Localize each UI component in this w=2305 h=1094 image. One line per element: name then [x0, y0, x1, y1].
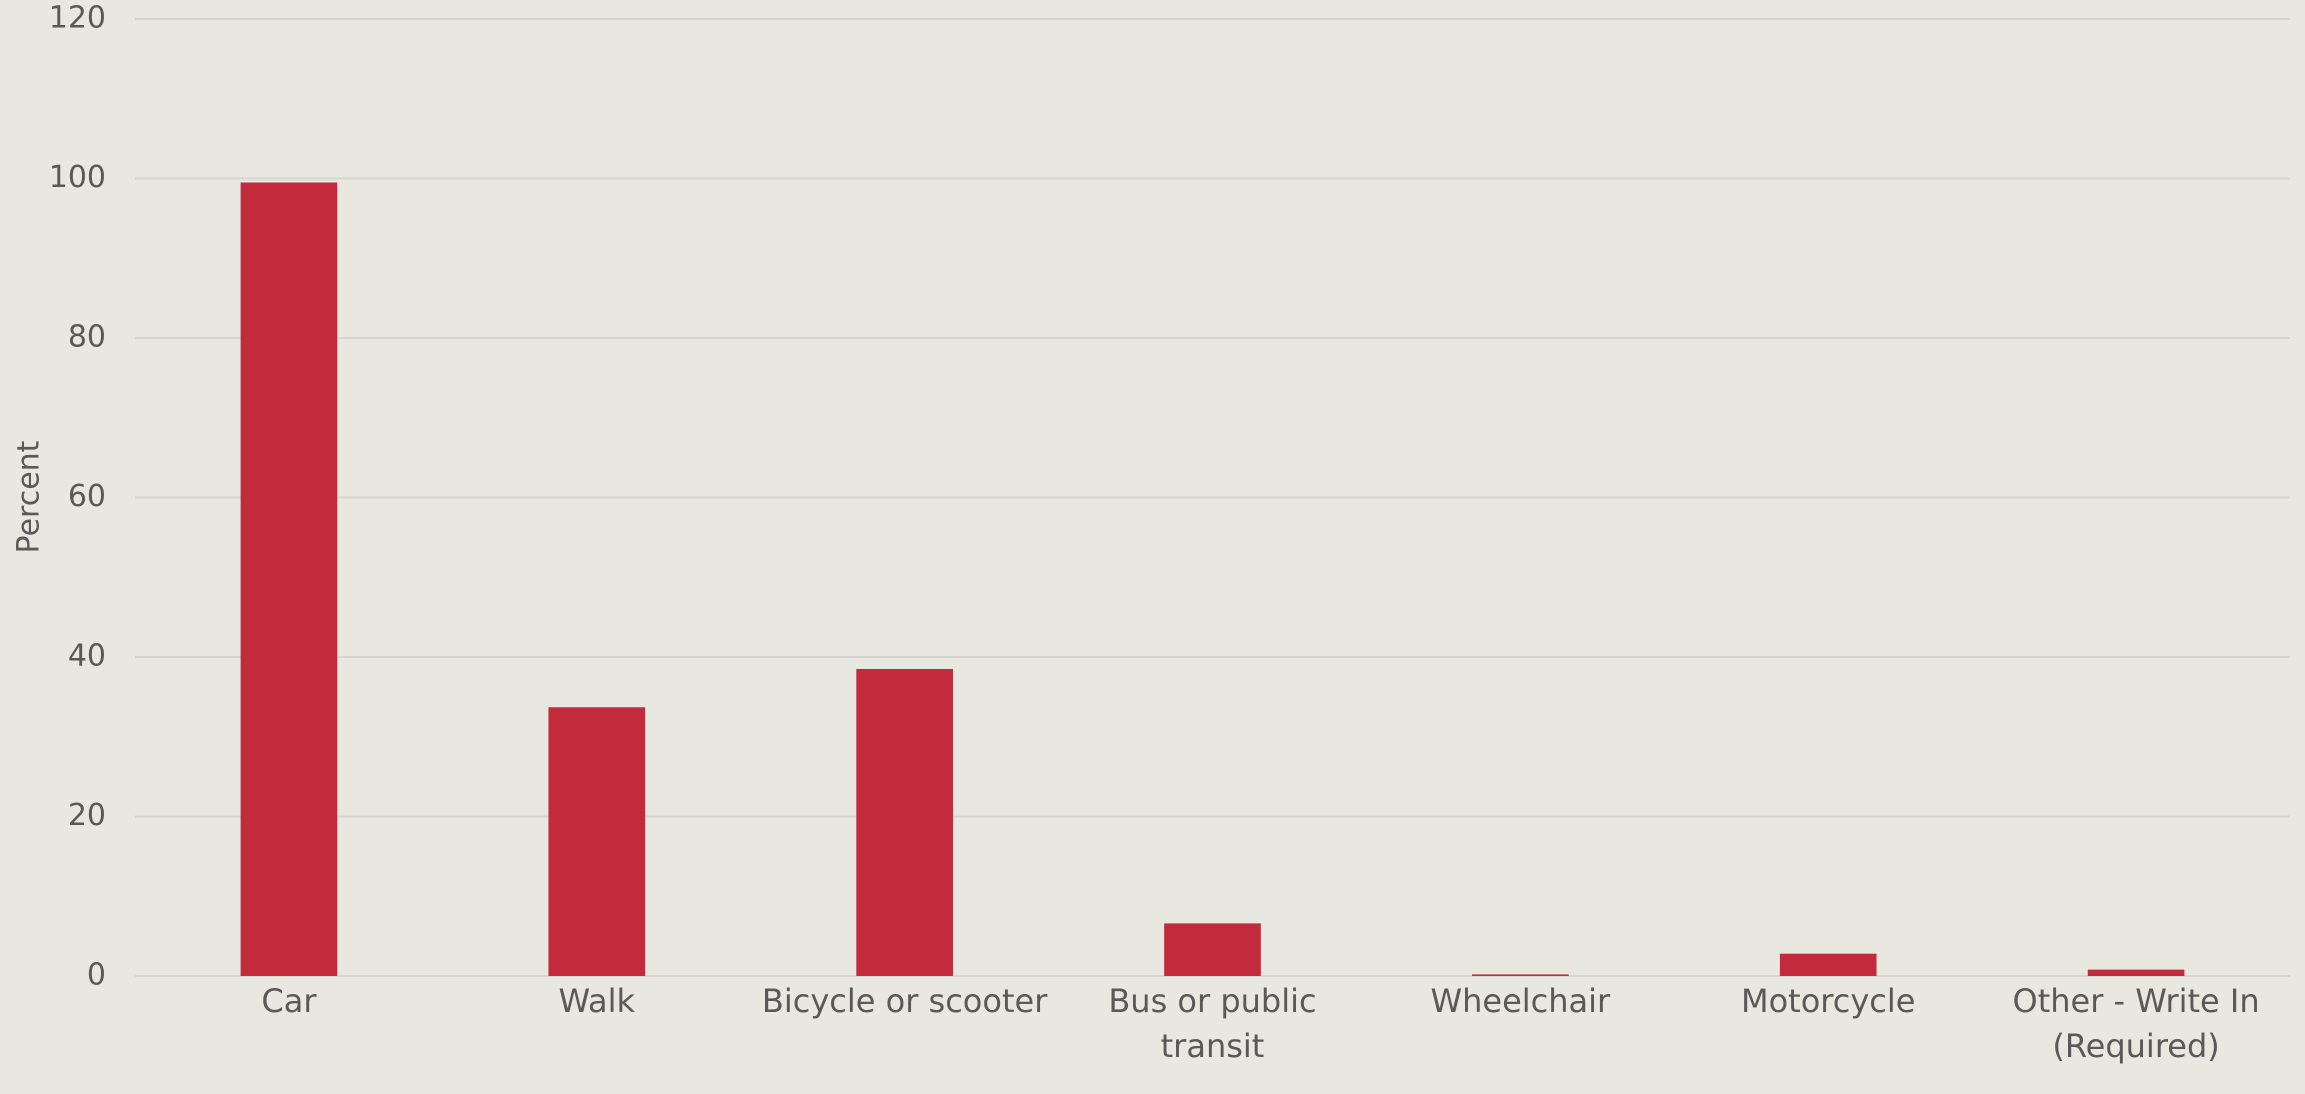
y-tick-label: 60	[68, 479, 106, 514]
bar	[1164, 923, 1261, 976]
x-tick-label: Car	[261, 982, 317, 1020]
x-tick-label: Other - Write In (Required)	[2012, 982, 2260, 1065]
x-tick-label: Bicycle or scooter	[761, 982, 1048, 1020]
x-tick-label: Wheelchair	[1430, 982, 1611, 1020]
y-axis-label: Percent	[12, 440, 47, 553]
bar	[2087, 969, 2185, 976]
y-tick-label: 80	[68, 320, 106, 355]
x-tick-label: Bus or public transit	[1108, 982, 1317, 1065]
x-tick-label: Motorcycle	[1740, 982, 1916, 1020]
y-tick-label: 0	[87, 958, 106, 993]
bar	[240, 182, 338, 977]
x-tick-label: Walk	[558, 982, 636, 1020]
bar	[548, 707, 646, 976]
y-tick-label: 120	[49, 1, 106, 36]
bar	[1472, 974, 1569, 976]
bar	[856, 668, 953, 976]
y-tick-label: 40	[68, 639, 106, 674]
bar	[1779, 953, 1877, 976]
y-tick-label: 100	[49, 160, 106, 195]
y-tick-label: 20	[68, 798, 106, 833]
